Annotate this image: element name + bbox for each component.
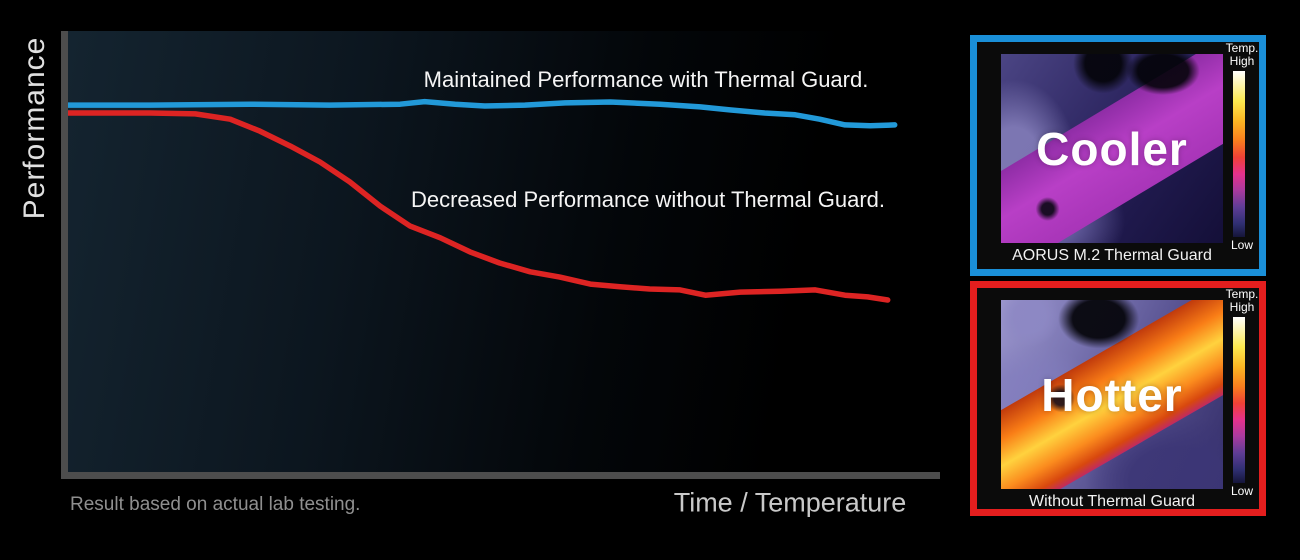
low-label: Low [1230, 484, 1253, 498]
cooler-thermal-overlay [1001, 54, 1223, 243]
annotation-decreased: Decreased Performance without Thermal Gu… [410, 187, 886, 212]
hotter-thermal-overlay [1001, 300, 1223, 489]
performance-chart [68, 98, 898, 303]
x-axis-label: Time / Temperature [673, 487, 907, 518]
annotation-maintained: Maintained Performance with Thermal Guar… [423, 67, 869, 92]
cooler-panel: Cooler Temp. High Low AORUS M.2 Thermal … [970, 35, 1266, 276]
footnote: Result based on actual lab testing. [70, 494, 361, 515]
high-label: High [1229, 300, 1255, 314]
y-axis-line [61, 31, 68, 478]
cooler-temp-scale-header: Temp. High [1215, 42, 1269, 68]
hotter-temp-scale-header: Temp. High [1215, 288, 1269, 314]
cooler-thermal-image: Cooler [1001, 54, 1223, 243]
x-axis-line [61, 472, 940, 479]
low-label: Low [1230, 238, 1253, 252]
hotter-caption: Without Thermal Guard [1029, 493, 1195, 510]
temp-scale-gradient [1233, 317, 1245, 483]
maintained-line [68, 98, 898, 129]
y-axis-label: Performance [18, 36, 51, 220]
hotter-thermal-image: Hotter [1001, 300, 1223, 489]
high-label: High [1229, 54, 1255, 68]
hotter-label: Hotter [1041, 368, 1183, 421]
hotter-panel: Hotter Temp. High Low Without Thermal Gu… [970, 281, 1266, 516]
chart-plot-area: Maintained Performance with Thermal Guar… [68, 31, 940, 472]
temp-label: Temp. [1225, 41, 1259, 55]
cooler-caption: AORUS M.2 Thermal Guard [1012, 247, 1212, 264]
temp-label: Temp. [1225, 287, 1259, 301]
decreased-line [68, 110, 891, 303]
temp-scale-gradient [1233, 71, 1245, 237]
cooler-label: Cooler [1036, 122, 1188, 175]
